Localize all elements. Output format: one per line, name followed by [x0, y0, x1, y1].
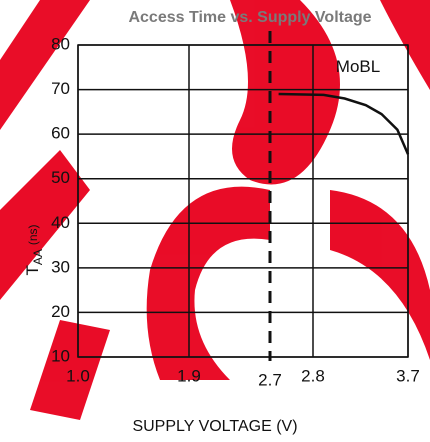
- y-tick-label: 20: [51, 302, 70, 321]
- y-tick-label: 50: [51, 168, 70, 187]
- x-tick-label: 3.7: [396, 366, 420, 385]
- y-tick-label: 80: [51, 34, 70, 53]
- y-tick-label: 10: [51, 346, 70, 365]
- y-tick-label: 70: [51, 79, 70, 98]
- chart: Access Time vs. Supply Voltage SUPPLY VO…: [0, 0, 430, 442]
- y-tick-label: 40: [51, 213, 70, 232]
- x-tick-label: 1.9: [177, 366, 201, 385]
- plot-frame: [78, 45, 408, 357]
- y-label-main: T: [23, 265, 42, 275]
- x-tick-label: 2.7: [258, 370, 282, 389]
- x-tick-label: 2.8: [301, 366, 325, 385]
- series-label: MoBL: [336, 57, 380, 76]
- x-axis-label: SUPPLY VOLTAGE (V): [132, 418, 297, 435]
- y-tick-label: 60: [51, 124, 70, 143]
- chart-title: Access Time vs. Supply Voltage: [128, 9, 371, 26]
- y-label-sub: AA: [31, 249, 45, 265]
- y-tick-label: 30: [51, 257, 70, 276]
- y-label-unit: (ns): [26, 224, 40, 245]
- x-tick-label: 1.0: [66, 366, 90, 385]
